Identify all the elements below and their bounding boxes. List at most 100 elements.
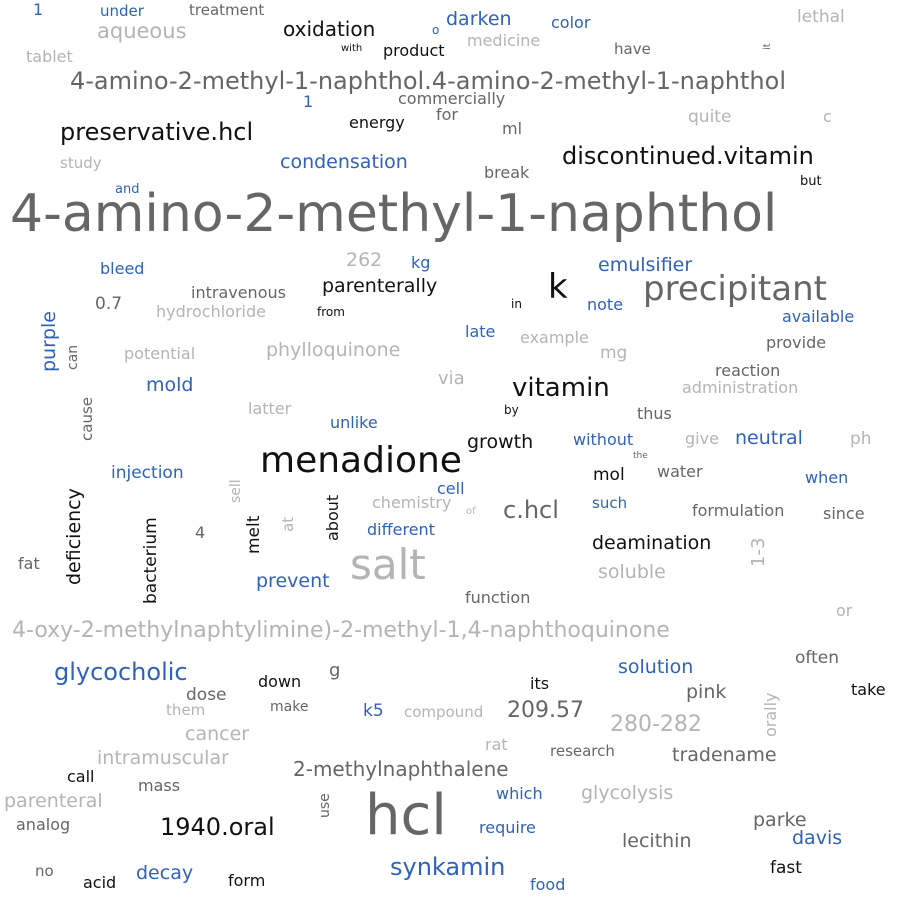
cloud-word: condensation — [280, 151, 408, 173]
cloud-word: precipitant — [643, 269, 827, 309]
cloud-word: break — [484, 163, 530, 182]
cloud-word: solution — [618, 656, 694, 678]
cloud-word: oxidation — [283, 17, 376, 41]
cloud-word: provide — [766, 333, 827, 352]
cloud-word: discontinued.vitamin — [562, 142, 814, 170]
cloud-word: neutral — [735, 427, 803, 449]
cloud-word: deamination — [592, 532, 712, 554]
cloud-word: parenterally — [322, 275, 438, 297]
cloud-word: tablet — [26, 47, 73, 66]
cloud-word: pink — [686, 681, 727, 703]
cloud-word: which — [496, 784, 543, 803]
cloud-word: no — [35, 862, 54, 880]
cloud-word: with — [341, 43, 363, 54]
cloud-word: lecithin — [622, 830, 692, 852]
cloud-word: 262 — [346, 249, 383, 271]
cloud-word: aqueous — [97, 19, 187, 43]
cloud-word: hcl — [365, 783, 447, 848]
cloud-word: and — [115, 182, 140, 197]
cloud-word: or — [836, 601, 853, 620]
cloud-word: bleed — [100, 259, 145, 278]
cloud-word: its — [530, 674, 550, 693]
cloud-word: of — [466, 506, 476, 517]
cloud-word: phylloquinone — [266, 339, 401, 361]
cloud-word: acid — [83, 873, 117, 892]
cloud-word: down — [258, 672, 302, 691]
cloud-word: reaction — [715, 361, 781, 380]
cloud-word: injection — [111, 463, 184, 483]
cloud-word: food — [530, 875, 566, 894]
cloud-word: glycocholic — [54, 658, 188, 686]
cloud-word: by — [504, 403, 519, 417]
cloud-word: emulsifier — [598, 254, 693, 276]
cloud-word: intravenous — [191, 283, 286, 302]
cloud-word: o — [432, 23, 440, 37]
cloud-word: 4 — [195, 523, 206, 542]
cloud-word: form — [228, 871, 266, 890]
cloud-word: without — [573, 430, 634, 449]
cloud-word: chemistry — [372, 493, 452, 512]
cloud-word: parenteral — [4, 790, 103, 812]
cloud-word: ph — [850, 429, 872, 449]
cloud-word: example — [520, 328, 589, 347]
cloud-word: function — [465, 588, 531, 607]
cloud-word: water — [657, 462, 703, 481]
cloud-word: prevent — [256, 570, 330, 592]
cloud-word: 1940.oral — [160, 813, 275, 841]
cloud-word: 4-amino-2-methyl-1-naphthol.4-amino-2-me… — [70, 67, 786, 95]
cloud-word: have — [614, 40, 651, 58]
cloud-word: darken — [446, 8, 512, 30]
cloud-word: product — [383, 41, 445, 60]
cloud-word: 0.7 — [95, 294, 123, 314]
cloud-word: g — [329, 660, 341, 681]
cloud-word: call — [67, 767, 95, 786]
cloud-word: growth — [467, 431, 534, 453]
cloud-word: thus — [637, 404, 672, 423]
cloud-word: rat — [485, 735, 508, 754]
cloud-word: 2-methylnaphthalene — [293, 757, 509, 781]
cloud-word: 4-amino-2-methyl-1-naphthol — [10, 184, 778, 244]
cloud-word: from — [317, 305, 345, 319]
cloud-word: ml — [502, 119, 523, 138]
cloud-word: 280-282 — [610, 712, 702, 737]
cloud-word: 209.57 — [507, 698, 584, 723]
cloud-word: mold — [146, 374, 194, 396]
cloud-word: color — [551, 13, 591, 32]
cloud-word: intramuscular — [97, 747, 229, 769]
cloud-word: give — [685, 429, 719, 448]
cloud-word: lethal — [797, 7, 845, 27]
cloud-word: late — [465, 322, 496, 341]
cloud-word: in — [511, 297, 522, 311]
cloud-word: dose — [186, 685, 227, 705]
cloud-word: 4-oxy-2-methylnaphtylimine)-2-methyl-1,4… — [12, 618, 670, 643]
cloud-word: salt — [350, 540, 426, 589]
cloud-word: mol — [593, 465, 625, 485]
cloud-word: vitamin — [512, 373, 610, 403]
cloud-word: analog — [16, 815, 71, 834]
cloud-word: preservative.hcl — [60, 118, 254, 146]
cloud-word: administration — [682, 378, 799, 397]
cloud-word: medicine — [467, 31, 541, 50]
cloud-word: since — [823, 504, 865, 523]
cloud-word: hydrochloride — [156, 302, 266, 321]
cloud-word: them — [166, 701, 206, 719]
cloud-word: parke — [753, 809, 807, 831]
cloud-word: 1 — [303, 92, 314, 111]
cloud-word: via — [438, 368, 465, 389]
cloud-word: deficiency — [63, 488, 85, 585]
cloud-word: use — [317, 793, 333, 818]
cloud-word: sell — [228, 479, 244, 503]
cloud-word: orally — [761, 692, 780, 737]
cloud-word: it — [762, 43, 773, 50]
cloud-word: make — [270, 699, 309, 715]
cloud-word: energy — [349, 113, 405, 132]
cloud-word: but — [800, 174, 822, 189]
cloud-word: c.hcl — [503, 496, 559, 524]
cloud-word: soluble — [598, 561, 666, 583]
cloud-word: unlike — [330, 413, 378, 432]
cloud-word: mass — [138, 776, 181, 795]
cloud-word: fat — [18, 554, 40, 573]
cloud-word: k5 — [363, 701, 384, 721]
cloud-word: available — [782, 307, 855, 326]
